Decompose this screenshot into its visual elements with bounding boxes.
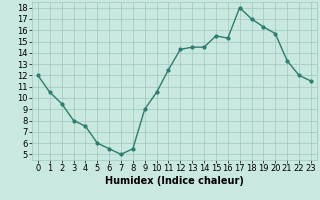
X-axis label: Humidex (Indice chaleur): Humidex (Indice chaleur)	[105, 176, 244, 186]
